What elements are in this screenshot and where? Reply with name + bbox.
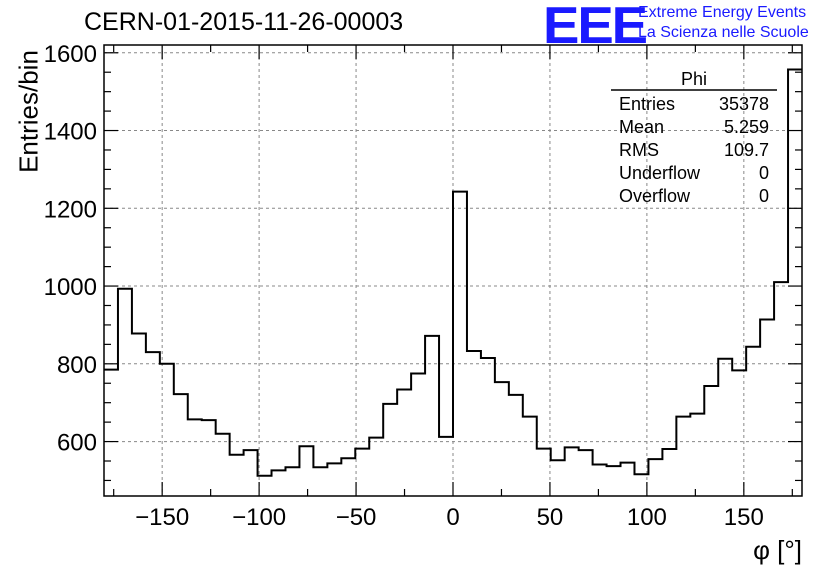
histogram-bins: [104, 69, 802, 496]
y-tick-labels: 600 800 1000 1200 1400 1600: [44, 41, 97, 457]
stats-label-mean: Mean: [619, 117, 664, 137]
histogram-bin-44: [718, 359, 732, 496]
stats-value-overflow: 0: [759, 186, 769, 206]
stats-label-overflow: Overflow: [619, 186, 691, 206]
y-tick-label-0: 600: [57, 430, 97, 457]
chart-title: CERN-01-2015-11-26-00003: [84, 8, 404, 36]
histogram-bin-41: [676, 417, 690, 496]
histogram-bin-48: [774, 282, 788, 496]
y-axis-label: Entries/bin: [13, 50, 44, 173]
y-tick-label-3: 1200: [44, 196, 97, 223]
histogram-bin-1: [118, 289, 132, 496]
histogram-bin-7: [202, 420, 216, 496]
histogram-bin-12: [272, 470, 286, 496]
x-tick-label-6: 150: [724, 504, 764, 531]
histogram-bin-13: [285, 467, 299, 496]
histogram-bin-14: [299, 446, 313, 496]
histogram-bin-9: [230, 455, 244, 496]
histogram-bin-24: [439, 437, 453, 496]
histogram-bin-2: [132, 333, 146, 496]
histogram-bin-42: [690, 414, 704, 496]
histogram-bin-38: [634, 474, 648, 496]
histogram-bin-23: [425, 336, 439, 496]
histogram-bin-37: [621, 463, 635, 496]
histogram-bin-4: [160, 364, 174, 496]
histogram-bin-11: [258, 476, 272, 496]
histogram-bin-21: [397, 389, 411, 496]
histogram-bin-28: [495, 382, 509, 496]
histogram-bin-30: [523, 417, 537, 496]
axis-ticks: [104, 45, 802, 496]
x-axis-label: φ [°]: [753, 535, 802, 565]
histogram-bin-20: [383, 404, 397, 496]
logo-caption: Extreme Energy Events La Scienza nelle S…: [638, 3, 809, 43]
histogram-bin-16: [327, 463, 341, 496]
histogram-bin-32: [551, 460, 565, 496]
histogram-bin-0: [104, 370, 118, 496]
stats-value-entries: 35378: [719, 94, 769, 114]
x-tick-label-2: −50: [336, 504, 377, 531]
x-tick-labels: −150 −100 −50 0 50 100 150: [135, 504, 764, 531]
stats-value-rms: 109.7: [724, 140, 769, 160]
stats-name: Phi: [681, 69, 707, 89]
y-tick-label-5: 1600: [44, 41, 97, 68]
histogram-bin-8: [216, 434, 230, 496]
histogram-bin-29: [509, 395, 523, 496]
histogram-bin-47: [760, 319, 774, 496]
stats-label-rms: RMS: [619, 140, 659, 160]
x-tick-label-5: 100: [627, 504, 667, 531]
histogram-bin-27: [481, 358, 495, 496]
x-tick-label-1: −100: [232, 504, 286, 531]
histogram-bin-3: [146, 352, 160, 496]
histogram-bin-22: [411, 374, 425, 496]
histogram-bin-35: [593, 465, 607, 496]
x-tick-label-3: 0: [446, 504, 459, 531]
histogram-bin-15: [313, 467, 327, 496]
histogram-bin-45: [732, 370, 746, 496]
histogram-bin-17: [341, 458, 355, 496]
histogram-bin-31: [537, 449, 551, 496]
histogram-bin-10: [244, 450, 258, 496]
eee-logo: EEE: [543, 0, 648, 55]
histogram-bin-19: [369, 438, 383, 496]
histogram-bin-40: [662, 449, 676, 496]
y-tick-label-1: 800: [57, 352, 97, 379]
y-tick-label-2: 1000: [44, 274, 97, 301]
x-tick-label-4: 50: [537, 504, 564, 531]
x-tick-label-0: −150: [135, 504, 189, 531]
histogram-series-phi: [104, 68, 802, 477]
histogram-bin-5: [174, 394, 188, 496]
histogram-bin-43: [704, 386, 718, 496]
logo-caption-line2: La Scienza nelle Scuole: [638, 24, 809, 41]
histogram-bin-34: [579, 450, 593, 496]
logo-caption-line1: Extreme Energy Events: [638, 4, 807, 21]
stats-value-mean: 5.259: [724, 117, 769, 137]
histogram-bin-33: [565, 447, 579, 496]
histogram-bin-6: [188, 419, 202, 496]
histogram-bin-36: [607, 466, 621, 496]
histogram-bin-25: [453, 192, 467, 496]
stats-value-underflow: 0: [759, 163, 769, 183]
stats-label-underflow: Underflow: [619, 163, 701, 183]
histogram-bin-39: [648, 459, 662, 496]
histogram-bin-49: [788, 69, 802, 496]
histogram-bin-18: [355, 449, 369, 496]
stats-box: Phi Entries 35378 Mean 5.259 RMS 109.7 U…: [611, 69, 777, 206]
histogram-bin-46: [746, 347, 760, 496]
y-tick-label-4: 1400: [44, 119, 97, 146]
stats-label-entries: Entries: [619, 94, 675, 114]
histogram-bin-26: [467, 351, 481, 496]
